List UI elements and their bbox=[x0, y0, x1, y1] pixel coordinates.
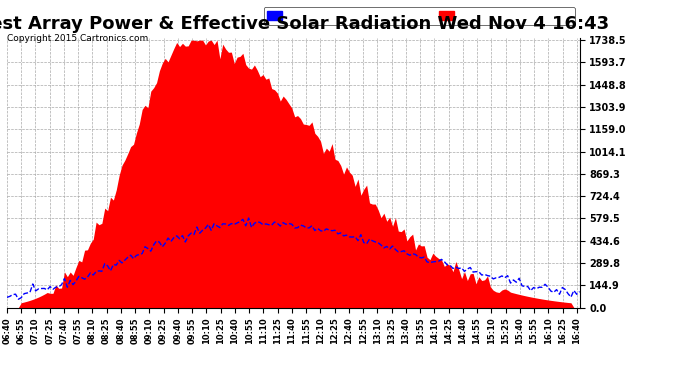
Text: Copyright 2015 Cartronics.com: Copyright 2015 Cartronics.com bbox=[7, 34, 148, 43]
Legend: Radiation (Effective w/m2), West Array (DC Watts): Radiation (Effective w/m2), West Array (… bbox=[264, 7, 575, 25]
Text: West Array Power & Effective Solar Radiation Wed Nov 4 16:43: West Array Power & Effective Solar Radia… bbox=[0, 15, 609, 33]
